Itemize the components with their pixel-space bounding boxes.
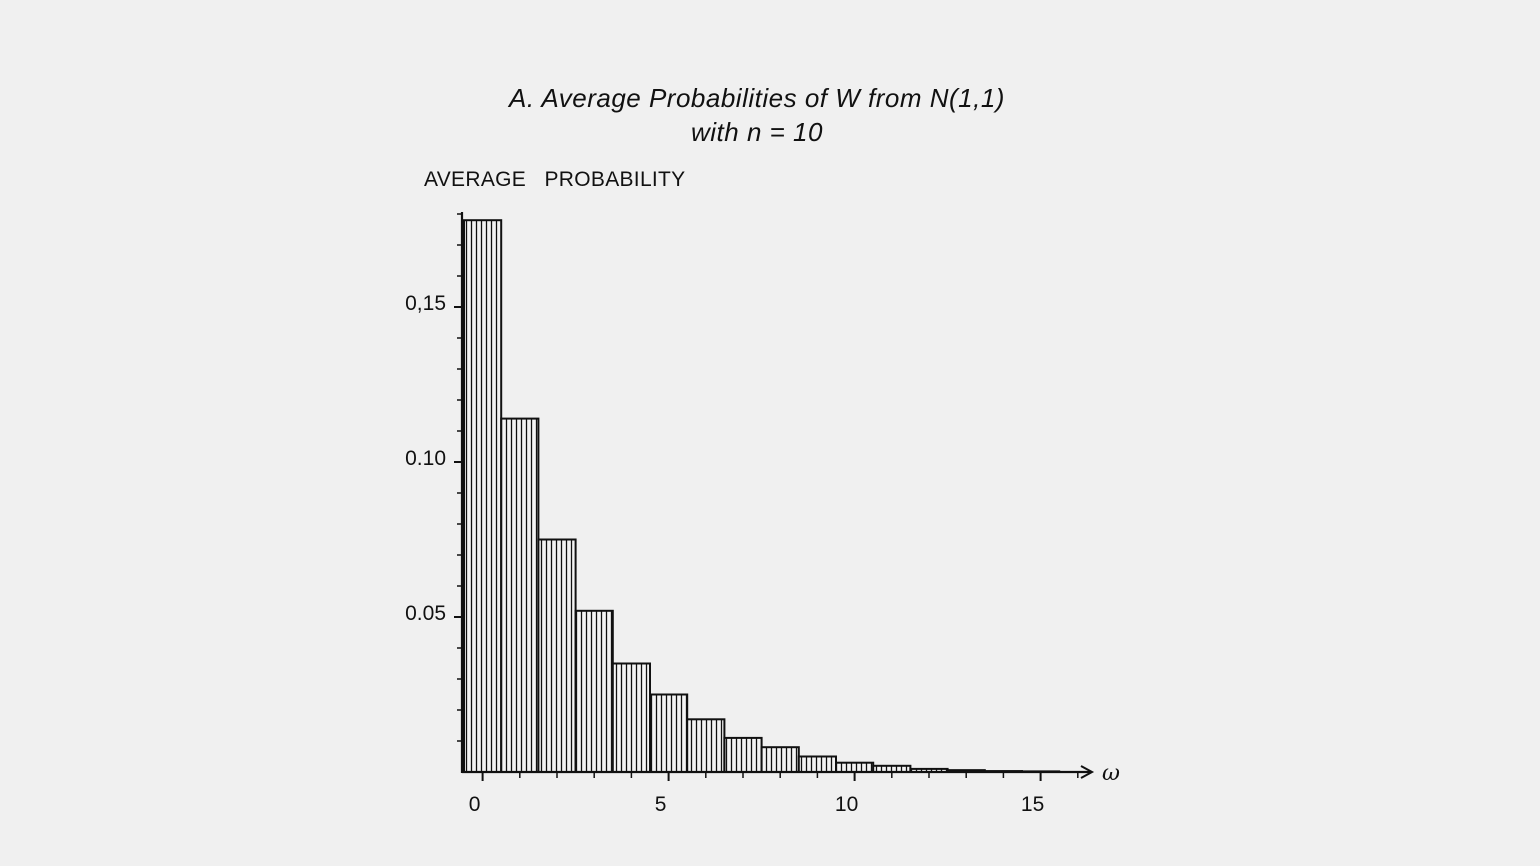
bar-w-10 [835,761,875,774]
x-tick-label: 5 [655,793,667,816]
bar-w-5 [649,693,689,773]
bar-w-1 [500,417,540,773]
x-tick-label: 0 [469,793,481,816]
x-tick-label: 10 [835,793,858,816]
bar-w-3 [574,609,614,773]
chart-title-line-1: A. Average Probabilities of W from N(1,1… [507,83,1005,113]
bar-w-4 [611,662,651,773]
chart-title-line-2: with n = 10 [691,117,823,147]
bars-group [463,219,1061,774]
y-tick-label: 0.05 [405,602,446,625]
bar-w-9 [797,755,837,773]
y-tick-label: 0,15 [405,292,446,315]
x-axis-label: ω [1102,761,1120,786]
tick-labels-group: 0,15 0.10 0.05 0 5 10 15 [405,292,1044,816]
y-axis-label: AVERAGE PROBABILITY [424,168,686,191]
bar-w-7 [723,736,763,774]
bar-w-8 [760,746,800,774]
y-tick-label: 0.10 [405,447,446,470]
x-axis-arrowhead [1080,765,1095,779]
bar-w-2 [537,538,577,773]
bar-w-0 [463,219,503,773]
x-tick-label: 15 [1021,793,1044,816]
bar-w-6 [686,718,726,773]
ticks-group [454,213,1079,781]
